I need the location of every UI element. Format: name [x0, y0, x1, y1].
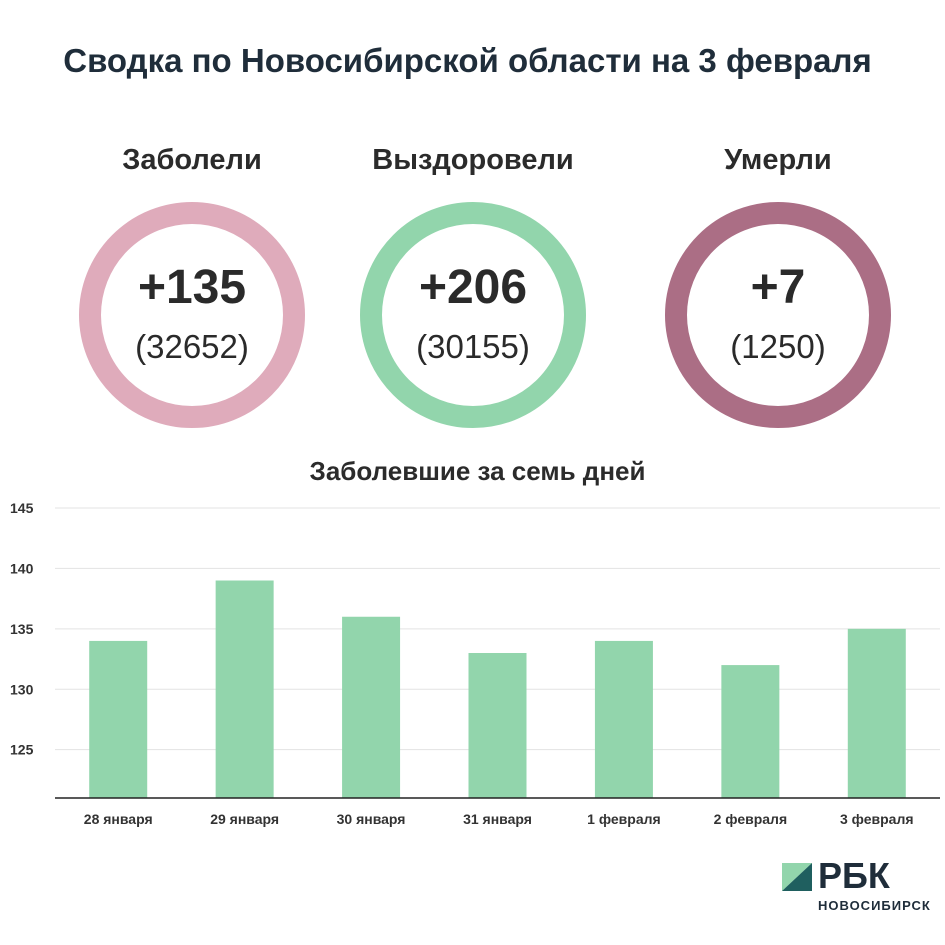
bar-chart: 125 130 135 140 145 28 января 29 января 30 янва… — [10, 500, 940, 827]
y-tick-label: 140 — [10, 560, 34, 576]
bar — [89, 640, 148, 798]
x-tick-label: 2 февраля — [714, 811, 788, 827]
stat-total: (30155) — [416, 328, 530, 365]
logo-subtitle: НОВОСИБИРСК — [818, 898, 931, 913]
bar — [594, 640, 653, 798]
stat-delta: +135 — [137, 261, 247, 314]
y-tick-label: 135 — [10, 621, 34, 637]
bar — [847, 628, 906, 798]
stat-total: (32652) — [135, 328, 249, 365]
bar — [215, 580, 274, 798]
stat-ring: +7 (1250) — [665, 202, 891, 428]
stat-label: Выздоровели — [372, 144, 574, 176]
stat-total: (1250) — [730, 328, 826, 365]
stat-ring: +135 (32652) — [79, 202, 305, 428]
x-tick-label: 28 января — [84, 811, 153, 827]
stat-deaths: Умерли +7 (1250) — [638, 140, 918, 428]
x-tick-label: 3 февраля — [840, 811, 914, 827]
bar — [342, 616, 401, 798]
rbc-logo: РБК НОВОСИБИРСК — [782, 856, 937, 922]
rbc-logo-mark-icon — [782, 863, 812, 891]
stat-label: Заболели — [122, 144, 262, 176]
chart-title: Заболевшие за семь дней — [309, 456, 646, 486]
logo-text: РБК — [818, 855, 890, 896]
y-tick-label: 125 — [10, 742, 34, 758]
bar — [468, 653, 527, 798]
x-tick-label: 31 января — [463, 811, 532, 827]
stat-delta: +206 — [418, 261, 528, 314]
page-title: Сводка по Новосибирской области на 3 фев… — [63, 42, 872, 79]
y-tick-label: 130 — [10, 681, 34, 697]
stat-infected: Заболели +135 (32652) — [52, 140, 332, 428]
stat-ring: +206 (30155) — [360, 202, 586, 428]
x-tick-label: 29 января — [210, 811, 279, 827]
y-tick-label: 145 — [10, 500, 34, 516]
stat-delta: +7 — [750, 261, 806, 314]
stat-label: Умерли — [724, 144, 832, 176]
bar — [721, 665, 780, 798]
x-tick-label: 1 февраля — [587, 811, 661, 827]
stat-recovered: Выздоровели +206 (30155) — [333, 140, 613, 428]
x-tick-label: 30 января — [337, 811, 406, 827]
